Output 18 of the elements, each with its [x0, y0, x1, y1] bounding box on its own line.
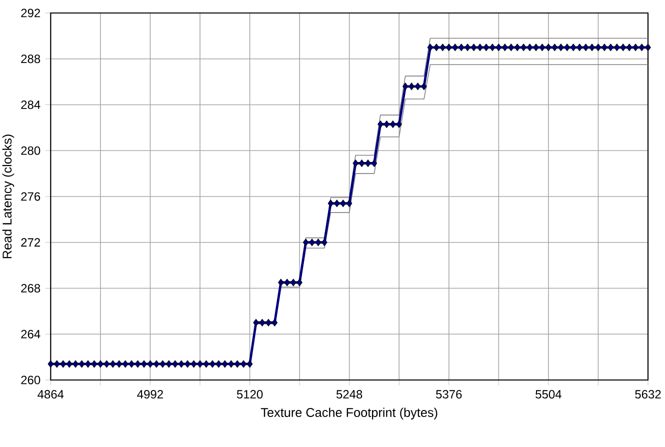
y-axis-title: Read Latency (clocks) [2, 134, 14, 258]
x-tick-label: 5376 [436, 390, 462, 399]
y-tick-label: 288 [21, 54, 40, 64]
x-tick-label: 5504 [536, 390, 562, 399]
y-tick-label: 268 [21, 284, 40, 293]
y-tick-label: 276 [21, 192, 40, 201]
x-axis-title: Texture Cache Footprint (bytes) [260, 408, 438, 420]
x-tick-label: 4864 [38, 390, 64, 399]
y-tick-label: 272 [21, 238, 40, 247]
y-tick-label: 292 [21, 8, 40, 18]
y-tick-label: 264 [21, 330, 40, 338]
x-tick-label: 5632 [635, 390, 661, 399]
y-tick-label: 284 [21, 100, 40, 110]
x-tick-label: 5120 [236, 390, 263, 399]
x-tick-label: 5248 [336, 390, 362, 399]
y-tick-label: 260 [21, 376, 40, 384]
y-tick-label: 280 [21, 146, 40, 155]
x-tick-label: 4992 [137, 390, 163, 399]
